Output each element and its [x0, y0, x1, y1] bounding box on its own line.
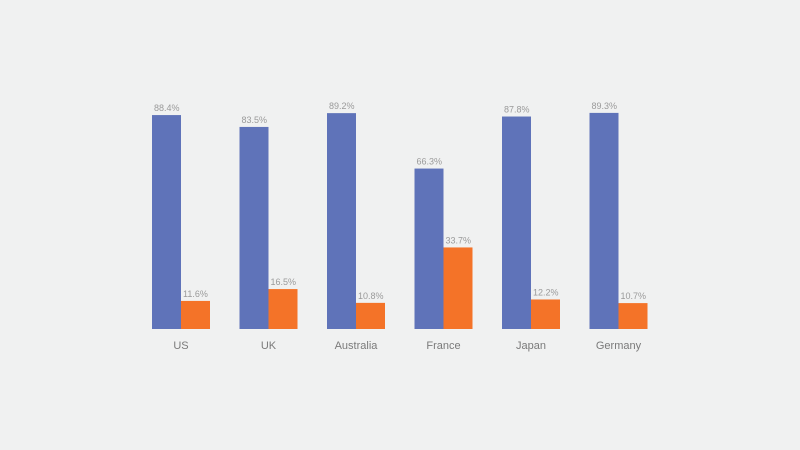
bar-france-series-2	[443, 247, 473, 329]
bar-australia-series-2	[356, 302, 385, 329]
bar-germany-series-1	[589, 112, 619, 329]
bar-us-series-1	[152, 115, 181, 330]
value-label-france-series-2: 33.7%	[446, 235, 472, 245]
x-tick-labels-group: US UK Australia France Japan Germany	[173, 340, 641, 352]
x-tick-label-france: France	[426, 340, 460, 352]
value-label-uk-series-2: 16.5%	[271, 277, 297, 287]
value-label-germany-series-2: 10.7%	[621, 291, 647, 301]
x-tick-label-japan: Japan	[516, 340, 546, 352]
value-label-australia-series-2: 10.8%	[358, 291, 384, 301]
value-label-japan-series-2: 12.2%	[533, 287, 559, 297]
value-label-japan-series-1: 87.8%	[504, 105, 530, 115]
value-label-us-series-2: 11.6%	[183, 289, 208, 299]
value-label-france-series-1: 66.3%	[417, 157, 443, 167]
value-label-uk-series-1: 83.5%	[242, 115, 268, 125]
x-tick-label-us: US	[173, 340, 188, 352]
bar-us-series-2	[181, 300, 210, 329]
bar-australia-series-1	[327, 113, 356, 329]
value-label-germany-series-1: 89.3%	[592, 101, 618, 111]
bar-uk-series-1	[239, 126, 269, 330]
bar-japan-series-2	[531, 299, 560, 329]
x-tick-label-australia: Australia	[335, 340, 379, 352]
value-label-us-series-1: 88.4%	[154, 103, 180, 113]
value-label-australia-series-1: 89.2%	[329, 101, 355, 111]
value-labels-group: 88.4% 11.6% 83.5% 16.5% 89.2% 10.8% 66.3% 33.7%…	[154, 101, 646, 301]
bars-group	[152, 112, 648, 330]
bar-uk-series-2	[268, 289, 298, 329]
bar-japan-series-1	[502, 116, 531, 329]
bar-germany-series-2	[618, 303, 648, 329]
x-tick-label-uk: UK	[261, 340, 277, 352]
x-tick-label-germany: Germany	[596, 340, 642, 352]
bar-france-series-1	[414, 168, 444, 329]
